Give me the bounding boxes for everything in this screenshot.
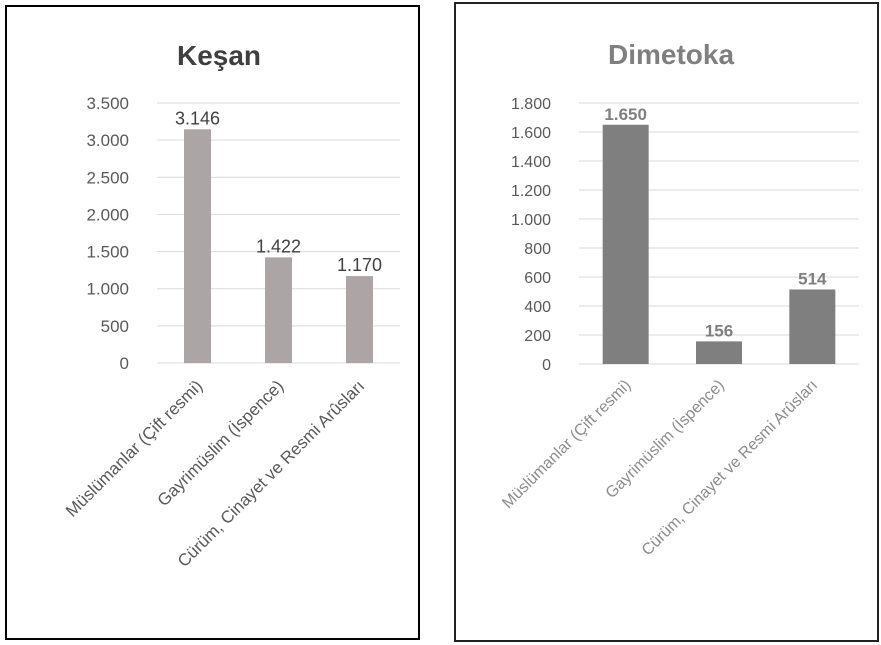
y-tick-label: 2.000 (86, 205, 129, 224)
data-label: 156 (705, 321, 733, 340)
data-label: 1.422 (256, 236, 301, 256)
bar (184, 129, 211, 363)
bar (346, 276, 373, 363)
bar-chart-dimetoka: Dimetoka 0 200 400 600 800 1.000 1.200 1.400 1.6… (499, 39, 859, 559)
bar-chart-kesan: Keşan 0 500 1.000 1.500 2.000 2.500 3.000 3.500… (62, 40, 400, 571)
y-tick-label: 500 (101, 317, 129, 336)
y-tick-label: 2.500 (86, 168, 129, 187)
y-tick-label: 3.000 (86, 131, 129, 150)
y-tick-label: 3.500 (86, 94, 129, 113)
bar (602, 124, 649, 364)
y-tick-label: 0 (120, 354, 129, 373)
chart-title: Keşan (177, 40, 261, 71)
y-tick-label: 1.000 (86, 280, 129, 299)
y-tick-label: 1.500 (86, 243, 129, 262)
chart-title: Dimetoka (608, 39, 734, 70)
bar (265, 257, 292, 363)
data-label: 3.146 (175, 108, 220, 128)
y-tick-label: 600 (524, 270, 551, 287)
y-tick-label: 1.600 (511, 125, 551, 142)
y-tick-label: 200 (524, 328, 551, 345)
chart-panel-kesan: Keşan 0 500 1.000 1.500 2.000 2.500 3.000 3.500… (5, 5, 420, 640)
y-tick-label: 1.800 (511, 96, 551, 113)
bar (696, 341, 742, 364)
y-tick-label: 1.400 (511, 154, 551, 171)
y-tick-label: 1.000 (511, 212, 551, 229)
x-tick-label: Cürüm, Cinayet ve Resmi Arûsları (639, 377, 821, 559)
data-label: 1.170 (337, 255, 382, 275)
chart-panel-dimetoka: Dimetoka 0 200 400 600 800 1.000 1.200 1.400 1.6… (454, 2, 879, 642)
y-tick-label: 800 (524, 241, 551, 258)
y-tick-label: 1.200 (511, 183, 551, 200)
data-label: 514 (798, 269, 827, 288)
bar (789, 289, 836, 364)
y-tick-label: 400 (524, 299, 551, 316)
y-tick-label: 0 (542, 357, 551, 374)
data-label: 1.650 (604, 105, 647, 124)
x-tick-label: Müslümanlar (Çift resmi) (62, 376, 206, 520)
